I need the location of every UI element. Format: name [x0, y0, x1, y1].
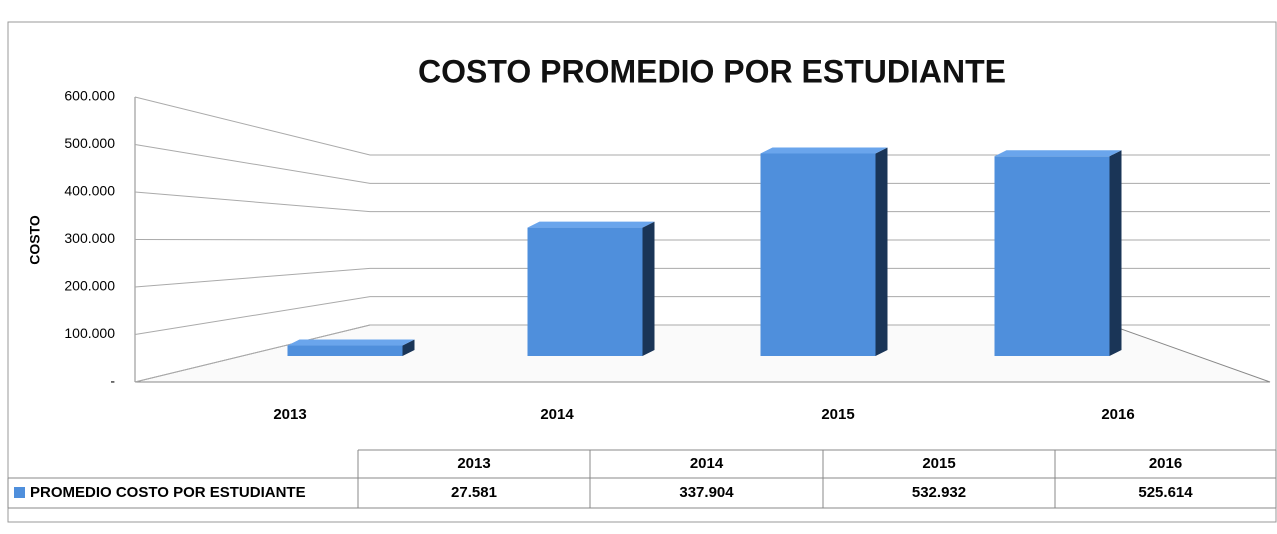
x-tick-label: 2015: [821, 406, 854, 423]
legend-swatch: [14, 487, 25, 498]
y-tick-label: 600.000: [64, 88, 115, 104]
bar-side: [402, 339, 415, 356]
x-tick-label: 2016: [1101, 406, 1134, 423]
grid-line: [134, 96, 1270, 156]
bar: [760, 153, 876, 356]
table-value: 525.614: [1138, 484, 1193, 501]
y-tick-label: 400.000: [64, 183, 115, 199]
y-axis-label: COSTO: [27, 215, 43, 265]
table-value: 27.581: [451, 484, 497, 501]
grid-line: [134, 324, 1270, 383]
table-header: 2014: [690, 455, 724, 472]
grid-line: [134, 191, 1270, 213]
grid-line: [134, 239, 1270, 241]
bar: [994, 156, 1110, 356]
bar-side: [875, 147, 888, 356]
bar-top: [287, 339, 415, 346]
x-tick-label: 2013: [273, 406, 306, 423]
table-header: 2015: [922, 455, 955, 472]
bar-top: [760, 147, 888, 154]
y-tick-label: 300.000: [64, 230, 115, 246]
grid-line: [134, 296, 1270, 335]
grid-line: [134, 267, 1270, 288]
x-tick-label: 2014: [540, 406, 574, 423]
bar: [527, 227, 643, 356]
table-value: 532.932: [912, 484, 966, 501]
y-tick-label: -: [110, 373, 115, 389]
grid-line: [134, 144, 1270, 184]
table-value: 337.904: [679, 484, 734, 501]
y-tick-label: 200.000: [64, 278, 115, 294]
bar-side: [1109, 150, 1122, 356]
chart-title: COSTO PROMEDIO POR ESTUDIANTE: [418, 53, 1006, 89]
table-header: 2013: [457, 455, 490, 472]
bar-top: [994, 150, 1122, 157]
y-tick-label: 500.000: [64, 135, 115, 151]
table-header: 2016: [1149, 455, 1182, 472]
y-tick-label: 100.000: [64, 325, 115, 341]
bar-top: [527, 221, 655, 228]
legend-label: PROMEDIO COSTO POR ESTUDIANTE: [30, 484, 306, 501]
bar-side: [642, 221, 655, 356]
bar: [287, 345, 403, 356]
